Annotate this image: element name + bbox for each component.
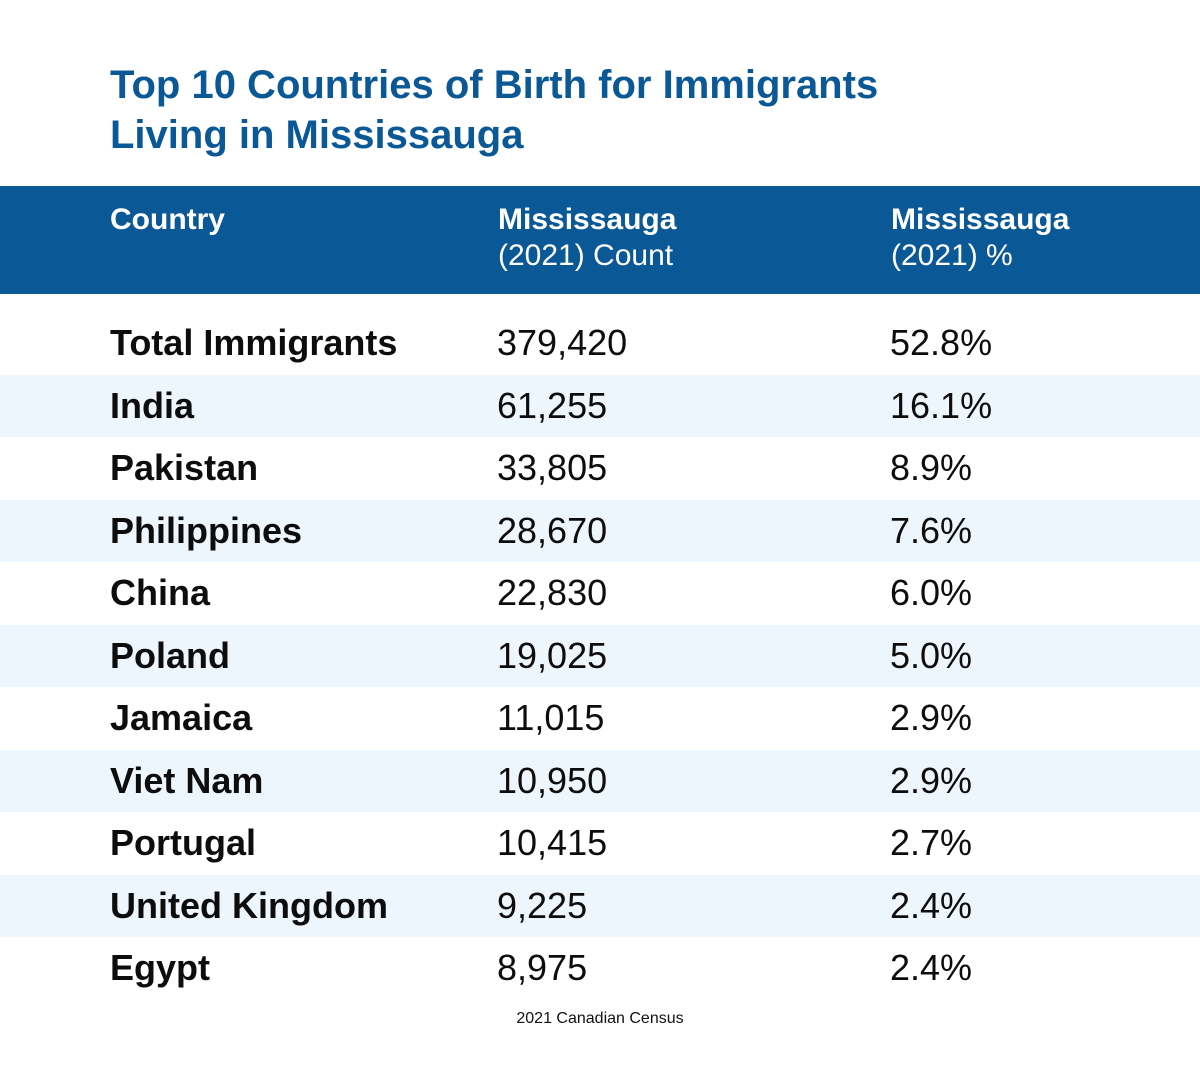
cell-percent: 5.0% xyxy=(890,634,973,676)
cell-percent: 16.1% xyxy=(890,384,993,426)
source-note: 2021 Canadian Census xyxy=(516,1010,684,1027)
table-row: Viet Nam 10,950 2.9% xyxy=(0,749,1200,812)
cell-count: 19,025 xyxy=(497,634,608,676)
cell-count: 8,975 xyxy=(497,947,588,988)
cell-percent: 2.4% xyxy=(890,947,973,988)
cell-count: 10,415 xyxy=(497,822,608,863)
table-row: India 61,255 16.1% xyxy=(0,374,1200,437)
cell-count: 379,420 xyxy=(497,322,628,363)
table-row: China 22,830 6.0% xyxy=(0,562,1200,625)
cell-count: 28,670 xyxy=(497,509,608,551)
cell-percent: 2.7% xyxy=(890,822,973,863)
table-row: Total Immigrants 379,420 52.8% xyxy=(0,312,1200,375)
table-row: Philippines 28,670 7.6% xyxy=(0,499,1200,562)
column-header-country-label: Country xyxy=(110,203,225,236)
column-header-count: Mississauga (2021) Count xyxy=(498,202,676,274)
title-line-2: Living in Mississauga xyxy=(110,113,524,157)
cell-count: 61,255 xyxy=(497,384,608,426)
cell-country: India xyxy=(110,384,195,426)
column-header-percent-line-2: (2021) % xyxy=(891,239,1013,272)
cell-country: Pakistan xyxy=(110,447,259,488)
table-row: Jamaica 11,015 2.9% xyxy=(0,687,1200,750)
cell-country: United Kingdom xyxy=(110,884,388,926)
table-row: Pakistan 33,805 8.9% xyxy=(0,437,1200,500)
table-row: Egypt 8,975 2.4% xyxy=(0,937,1200,1000)
cell-percent: 8.9% xyxy=(890,447,973,488)
table-body: Total Immigrants 379,420 52.8% India 61,255 1… xyxy=(0,312,1200,1000)
table-row: United Kingdom 9,225 2.4% xyxy=(0,874,1200,937)
cell-country: Poland xyxy=(110,634,231,676)
cell-percent: 7.6% xyxy=(890,509,973,551)
cell-count: 33,805 xyxy=(497,447,608,488)
table-header: Country Mississauga (2021) Count Mississ… xyxy=(0,186,1200,294)
cell-count: 11,015 xyxy=(497,697,605,738)
cell-percent: 52.8% xyxy=(890,322,993,363)
column-header-country: Country xyxy=(110,202,225,238)
cell-count: 10,950 xyxy=(497,759,608,801)
cell-country: Portugal xyxy=(110,822,257,863)
column-header-count-line-1: Mississauga xyxy=(498,203,677,236)
page-title: Top 10 Countries of Birth for Immigrants… xyxy=(110,60,1110,160)
cell-percent: 6.0% xyxy=(890,572,973,613)
cell-country: Egypt xyxy=(110,947,211,988)
cell-count: 9,225 xyxy=(497,884,588,926)
title-line-1: Top 10 Countries of Birth for Immigrants xyxy=(110,63,879,107)
table-row: Portugal 10,415 2.7% xyxy=(0,812,1200,875)
cell-country: Philippines xyxy=(110,509,303,551)
cell-percent: 2.9% xyxy=(890,759,973,801)
column-header-percent-line-1: Mississauga xyxy=(891,203,1070,236)
cell-country: Total Immigrants xyxy=(110,322,398,363)
table-row: Poland 19,025 5.0% xyxy=(0,624,1200,687)
column-header-percent: Mississauga (2021) % xyxy=(891,202,1069,274)
cell-percent: 2.4% xyxy=(890,884,973,926)
cell-count: 22,830 xyxy=(497,572,608,613)
cell-country: Jamaica xyxy=(110,697,253,738)
cell-country: China xyxy=(110,572,211,613)
column-header-count-line-2: (2021) Count xyxy=(498,239,674,272)
cell-percent: 2.9% xyxy=(890,697,973,738)
cell-country: Viet Nam xyxy=(110,759,264,801)
